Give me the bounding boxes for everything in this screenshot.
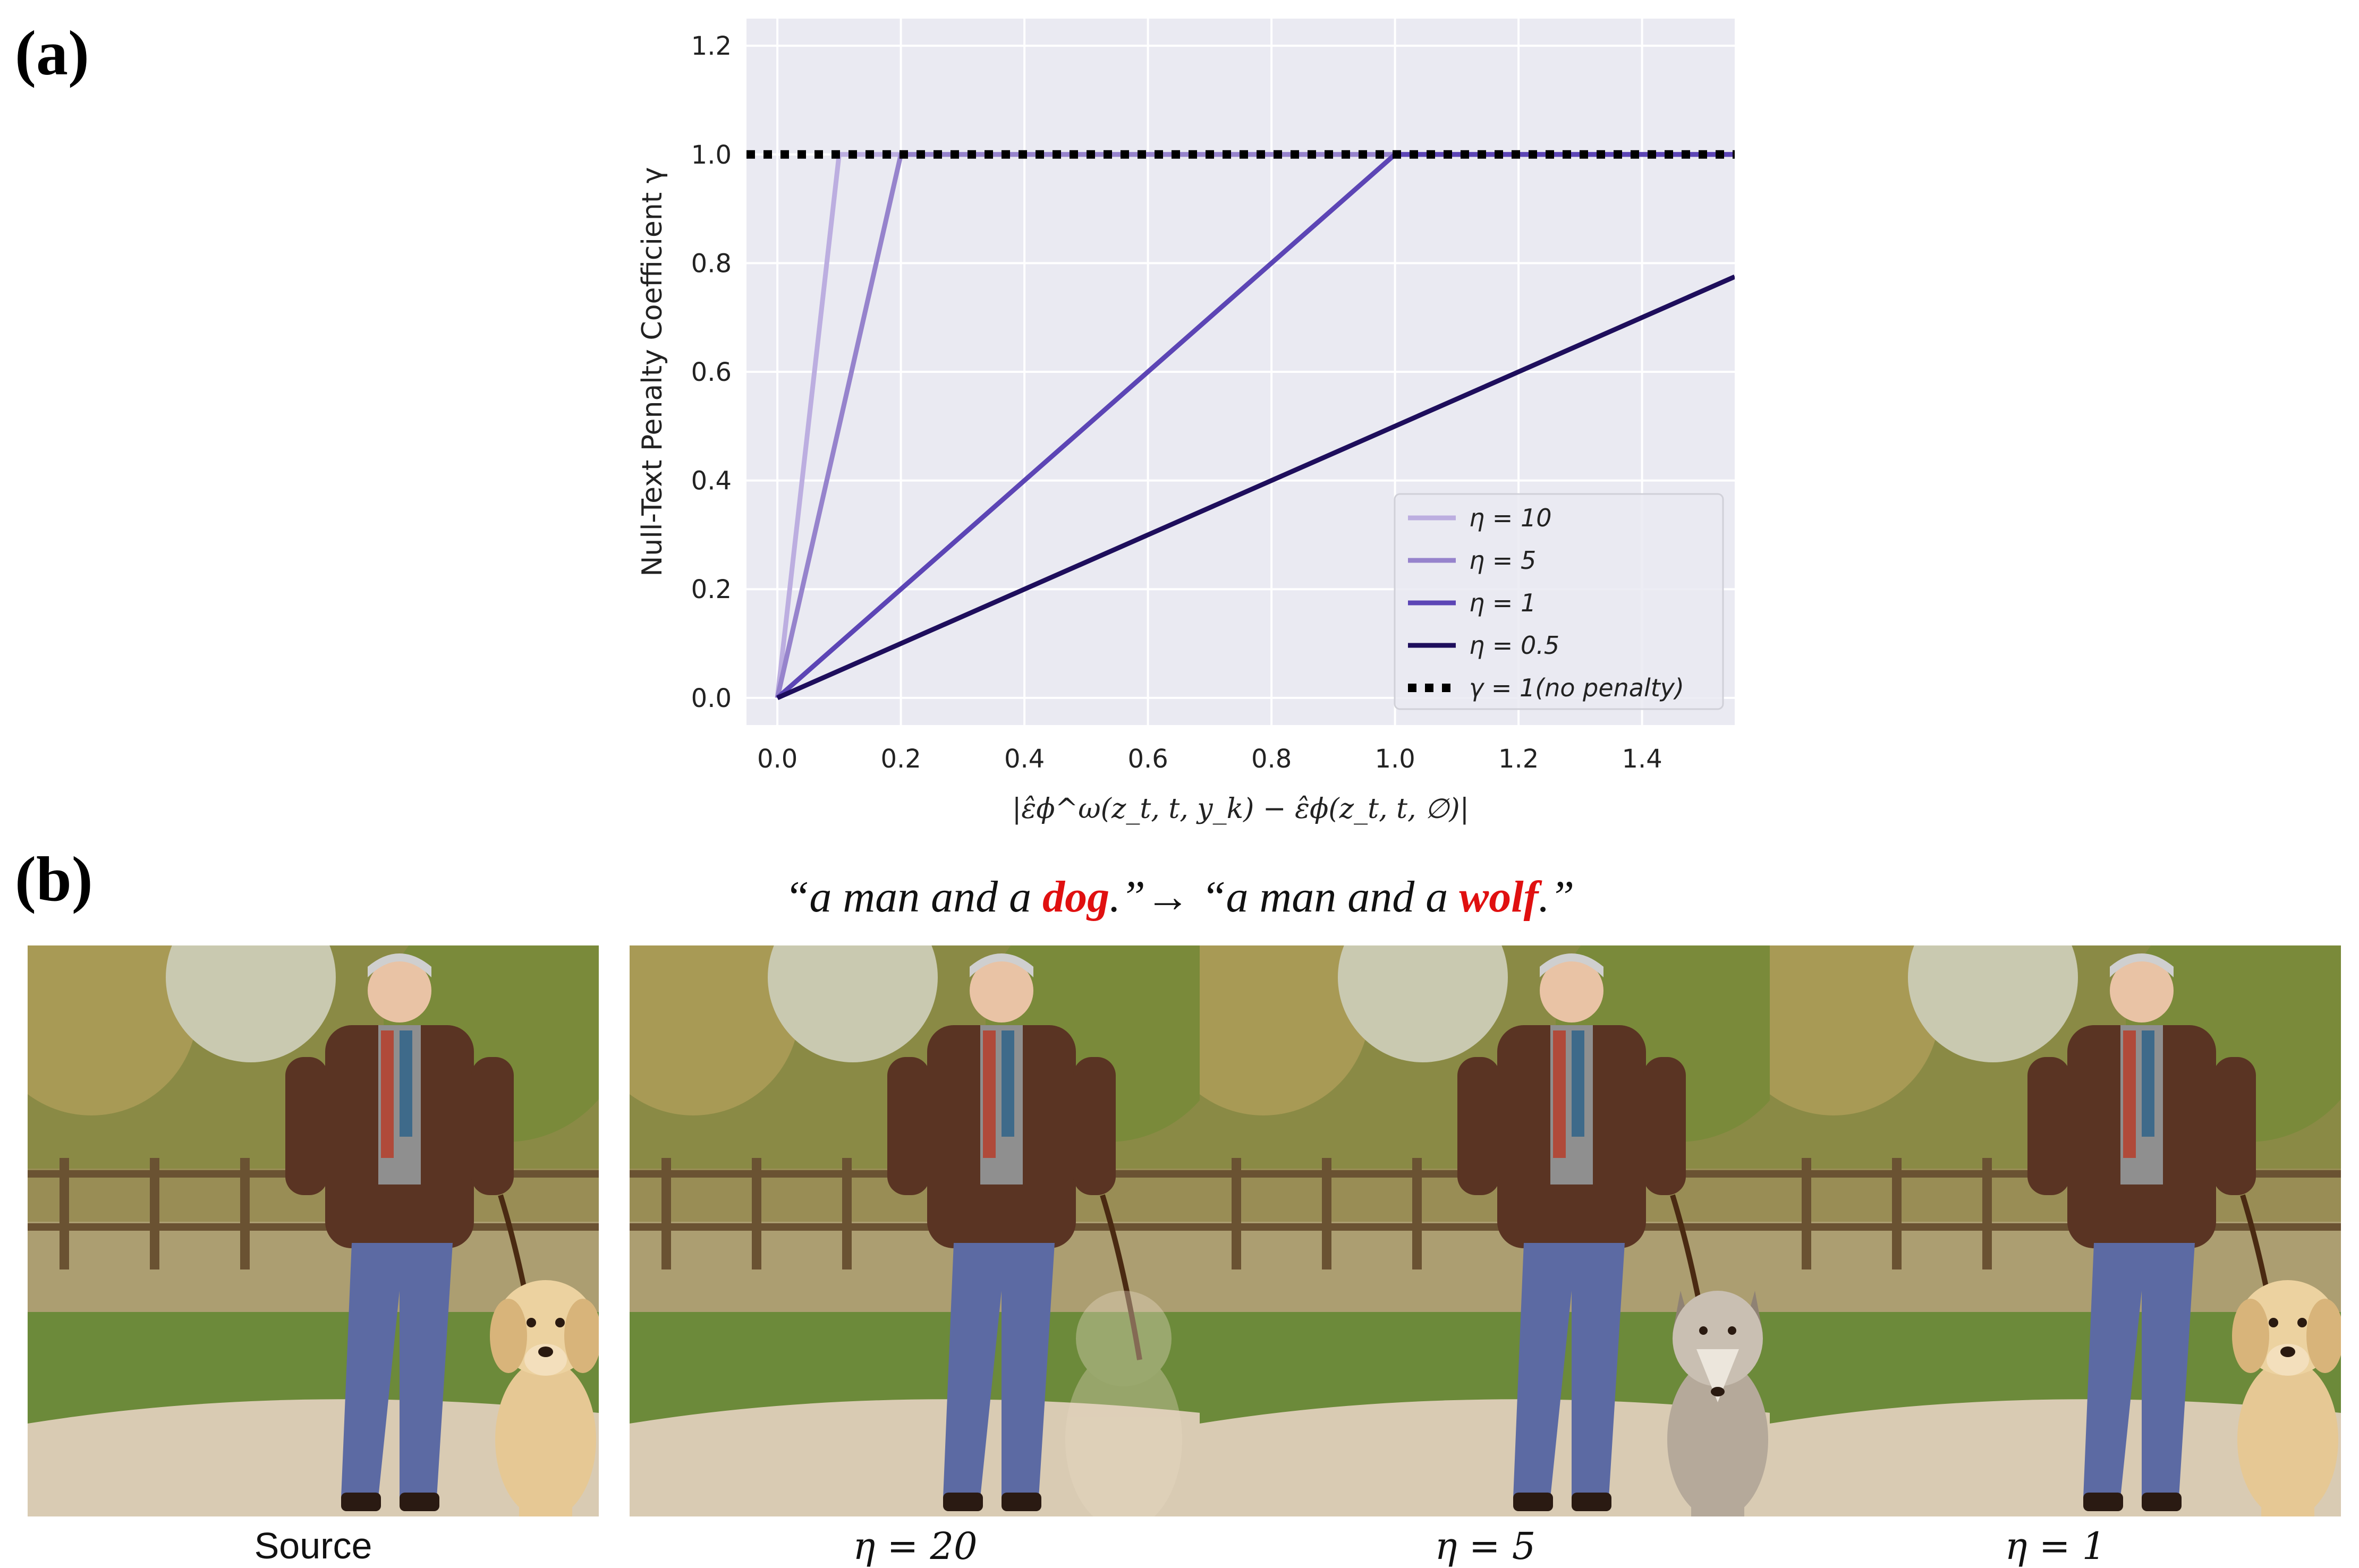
result-image-label-3: η = 1: [2005, 1524, 2106, 1568]
man-illustration: [285, 953, 540, 1511]
wolf-illustration: [1667, 1291, 1768, 1516]
x-tick-label: 0.0: [757, 744, 797, 774]
caption-middle: .”→ “a man and a: [1109, 872, 1459, 922]
result-image-3: [1770, 945, 2341, 1516]
caption-source-word: dog: [1042, 872, 1110, 922]
result-image-1: [630, 945, 1201, 1516]
series-line-3: [776, 274, 1735, 700]
x-tick-label: 1.2: [1498, 744, 1539, 774]
y-tick-label: 1.2: [691, 31, 732, 61]
caption-target-word: wolf: [1459, 872, 1539, 922]
legend-box: [1394, 493, 1724, 710]
panel-label-b: (b): [15, 843, 93, 914]
x-tick-label: 0.4: [1004, 744, 1045, 774]
result-image-label-2: η = 5: [1435, 1524, 1536, 1568]
x-tick-label: 1.4: [1622, 744, 1662, 774]
penalty-chart: 0.0 0.2 0.4 0.6 0.8 1.0 1.2 1.4 0.0 0.2 0.4 0.6 0.8 1…: [637, 19, 1735, 825]
caption-source-prefix: “a man and a: [784, 872, 1043, 922]
y-tick-label: 0.0: [691, 684, 732, 713]
y-tick-label: 1.0: [691, 140, 732, 170]
caption-close: .”: [1538, 872, 1575, 922]
dog-illustration: [2232, 1280, 2341, 1516]
x-tick-label: 0.8: [1251, 744, 1292, 774]
legend-label-1: η = 5: [1469, 546, 1536, 575]
y-tick-label: 0.2: [691, 575, 732, 604]
edit-prompt-caption: “a man and a dog.”→ “a man and a wolf.”: [0, 871, 2359, 923]
x-tick-label: 0.6: [1127, 744, 1168, 774]
man-illustration: [2027, 953, 2282, 1511]
legend: η = 10 η = 5 η = 1 η = 0.5 γ = 1(no penalty): [1394, 493, 1724, 710]
y-axis-label: Null-Text Penalty Coefficient γ: [637, 167, 668, 577]
result-image-label-0: Source: [254, 1525, 372, 1566]
x-tick-label: 1.0: [1374, 744, 1415, 774]
man-illustration: [1457, 953, 1712, 1511]
man-illustration: [887, 953, 1142, 1511]
result-image-label-1: η = 20: [853, 1524, 978, 1568]
legend-label-0: η = 10: [1469, 504, 1551, 532]
x-tick-label: 0.2: [880, 744, 921, 774]
legend-label-4: γ = 1(no penalty): [1469, 674, 1684, 702]
x-axis-label: |ε̂ϕ^ω(z_t, t, y_k) − ε̂ϕ(z_t, t, ∅)|: [1012, 793, 1469, 825]
result-image-2: [1200, 945, 1771, 1516]
legend-label-3: η = 0.5: [1469, 631, 1559, 660]
result-image-0: [28, 945, 599, 1516]
y-tick-label: 0.8: [691, 249, 732, 278]
dog-illustration: [490, 1280, 599, 1516]
panel-label-a: (a): [15, 18, 89, 88]
legend-label-2: η = 1: [1469, 589, 1536, 617]
faded-animal-illustration: [1065, 1291, 1182, 1516]
y-tick-label: 0.4: [691, 466, 732, 496]
y-tick-label: 0.6: [691, 357, 732, 387]
